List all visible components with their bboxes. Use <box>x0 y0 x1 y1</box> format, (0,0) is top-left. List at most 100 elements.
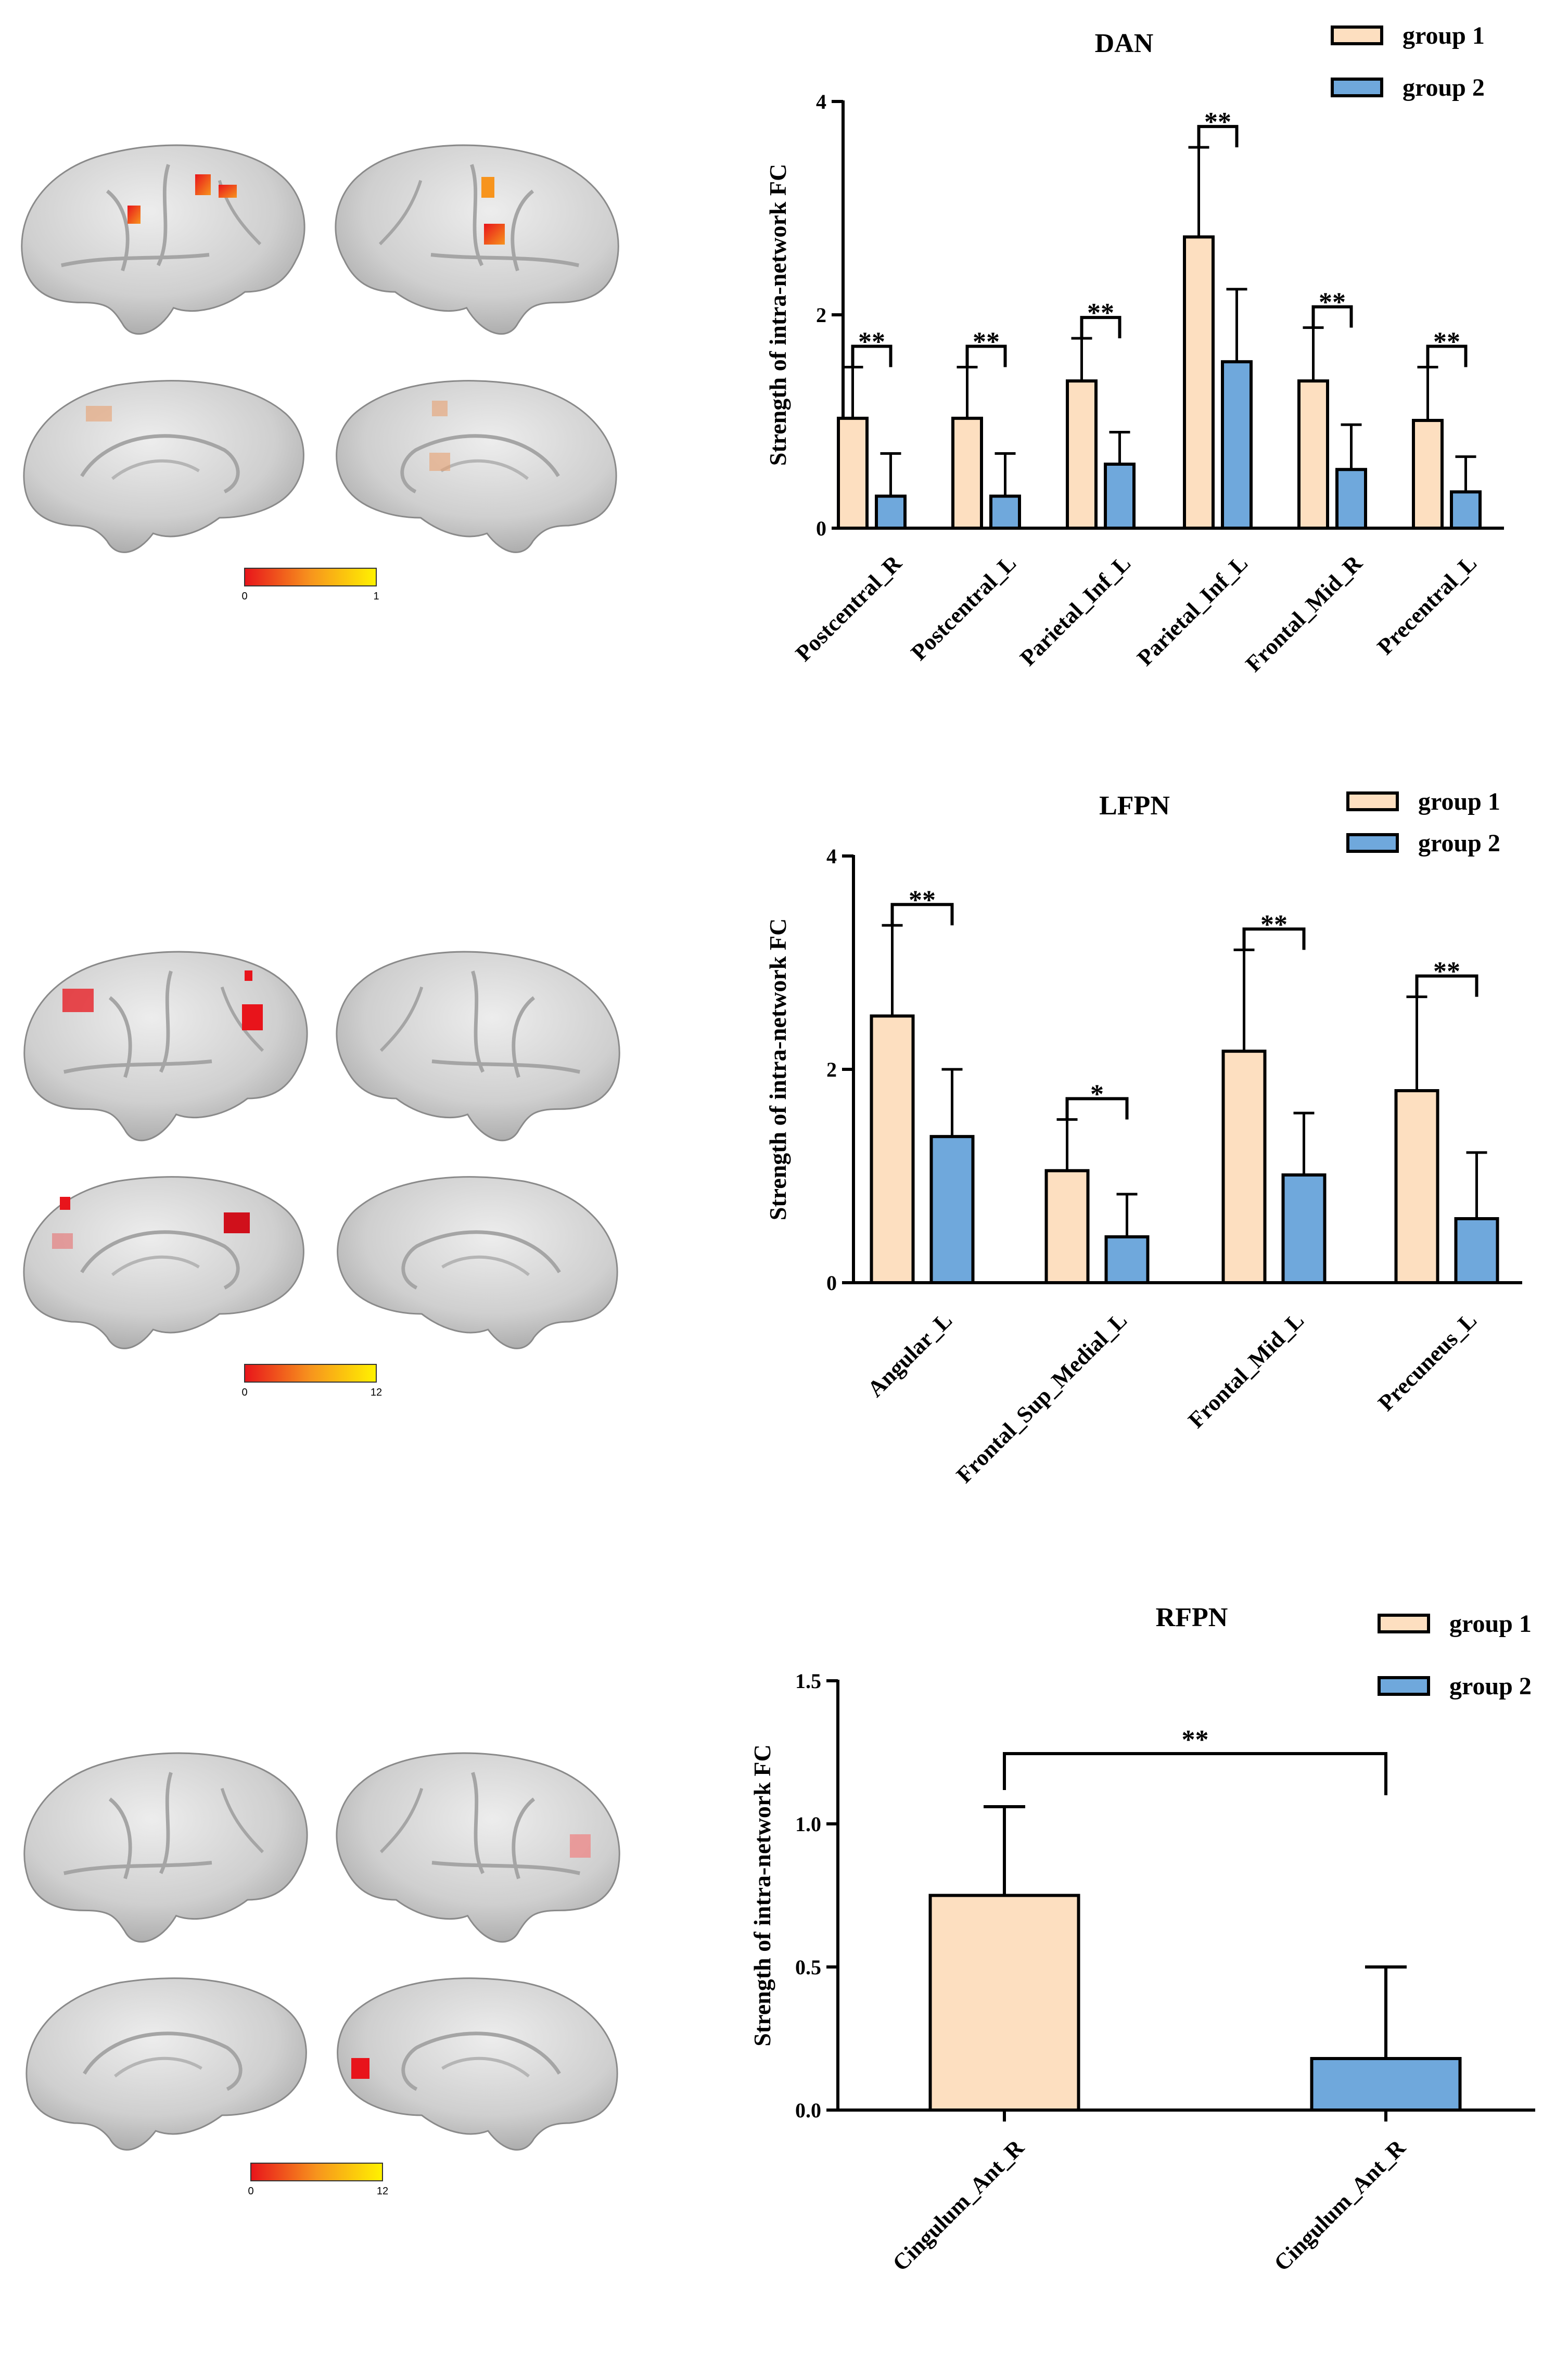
bar-group1-3 <box>1183 235 1215 530</box>
brain-medial-right-view <box>337 381 617 553</box>
bar-group2 <box>1310 2057 1462 2112</box>
activation-blob <box>62 989 94 1012</box>
legend-label-2: group 2 <box>1418 829 1500 857</box>
chart-title: LFPN <box>1099 791 1170 821</box>
y-tick-label: 0 <box>816 517 826 540</box>
bar-group2-0 <box>875 494 907 530</box>
significance-label: ** <box>1433 327 1460 356</box>
significance-bracket <box>1080 316 1121 339</box>
activation-blob <box>128 206 141 224</box>
bar-group2-4 <box>1335 468 1367 530</box>
legend-swatch-1 <box>1378 1614 1430 1633</box>
chart-title: DAN <box>1095 29 1154 58</box>
significance-label: ** <box>1433 957 1460 987</box>
legend-label-2: group 2 <box>1449 1672 1532 1700</box>
brain-panel-3: 0 12 <box>24 1753 619 2197</box>
significance-label: ** <box>909 885 936 915</box>
brain-lateral-left-view <box>24 952 307 1141</box>
y-tick-label: 1.5 <box>795 1669 821 1693</box>
chart-title: RFPN <box>1156 1603 1228 1632</box>
significance-label: ** <box>1087 298 1114 328</box>
significance-label: * <box>1090 1079 1104 1109</box>
bar-group1-3 <box>1394 1089 1439 1284</box>
bar-group1-4 <box>1297 379 1329 530</box>
significance-bracket <box>851 344 893 367</box>
legend-swatch-1 <box>1331 25 1383 45</box>
legend-swatch-2 <box>1346 833 1399 853</box>
colorbar-max-label: 12 <box>377 2186 388 2197</box>
significance-label: ** <box>1182 1725 1209 1755</box>
legend-swatch-2 <box>1331 78 1383 97</box>
bar-group2-5 <box>1450 490 1482 530</box>
activation-blob <box>481 177 494 198</box>
legend-label-1: group 1 <box>1449 1610 1532 1638</box>
significance-label: ** <box>1260 910 1287 939</box>
y-axis-label: Strength of intra-network FC <box>749 1744 775 2046</box>
y-tick-label: 2 <box>816 303 826 327</box>
brain-lateral-right-view <box>337 952 619 1141</box>
y-tick-label: 0.5 <box>795 1956 821 1979</box>
category-label: Postcentral_R <box>791 550 907 667</box>
bar-group1-0 <box>837 416 869 530</box>
brain-medial-right-view <box>338 1177 618 1349</box>
activation-blob <box>242 1004 263 1030</box>
legend-label-1: group 1 <box>1403 22 1485 49</box>
bar-group1-0 <box>870 1014 915 1284</box>
significance-bracket <box>890 903 954 926</box>
colorbar-min-label: 0 <box>248 2186 253 2197</box>
legend-label-1: group 1 <box>1418 788 1500 815</box>
activation-blob <box>484 224 505 245</box>
bar-group2-3 <box>1221 360 1253 530</box>
category-label: Frontal_Sup_Medial_L <box>951 1307 1132 1488</box>
brain-medial-right-view <box>338 1978 618 2150</box>
category-label: Postcentral_L <box>906 550 1021 665</box>
bar-group1-1 <box>951 416 983 530</box>
significance-bracket <box>1197 125 1239 148</box>
bar-group1-1 <box>1044 1169 1090 1284</box>
brain-lateral-left-view <box>24 1753 307 1942</box>
category-label: Precentral_L <box>1372 550 1482 659</box>
bar-group2-1 <box>989 494 1021 530</box>
category-label: Parietal_Inf_L <box>1015 550 1136 671</box>
activation-blob <box>570 1834 591 1858</box>
category-label: Frontal_Mid_L <box>1183 1307 1309 1433</box>
bar-group2-0 <box>929 1135 975 1284</box>
bar-group2-2 <box>1281 1173 1327 1284</box>
colorbar <box>250 2163 383 2181</box>
chart-rfpn: RFPN group 1 group 2 0.0 0.5 1.0 1.5 Strength o… <box>749 1603 1535 2276</box>
activation-blob <box>52 1233 73 1249</box>
bar-group2-2 <box>1104 463 1136 530</box>
bar-group2-3 <box>1454 1217 1499 1284</box>
brain-panel-1: 0 1 <box>22 145 618 602</box>
y-tick-label: 4 <box>826 845 837 868</box>
brain-medial-left-view <box>27 1978 307 2150</box>
bar-group2-1 <box>1104 1235 1150 1285</box>
brain-panel-2: 0 12 <box>24 952 619 1398</box>
activation-blob <box>429 453 450 471</box>
activation-blob <box>224 1212 250 1233</box>
y-tick-label: 0.0 <box>795 2099 821 2122</box>
bar-group1-5 <box>1412 418 1444 530</box>
colorbar <box>244 1364 377 1383</box>
y-axis-label: Strength of intra-network FC <box>764 918 791 1220</box>
bar-group1-2 <box>1066 379 1098 530</box>
colorbar-min-label: 0 <box>241 591 247 602</box>
activation-blob <box>195 174 211 195</box>
significance-bracket <box>1426 344 1468 367</box>
significance-bracket <box>1003 1752 1387 1795</box>
significance-label: ** <box>1204 107 1231 137</box>
brain-medial-left-view <box>24 381 304 553</box>
significance-label: ** <box>1319 288 1346 317</box>
y-tick-label: 1.0 <box>795 1812 821 1836</box>
y-tick-label: 2 <box>826 1058 837 1081</box>
category-label: Parietal_Inf_L <box>1132 550 1253 671</box>
colorbar-max-label: 1 <box>373 591 379 602</box>
brain-lateral-right-view <box>336 145 618 334</box>
category-label: Angular_L <box>862 1307 957 1402</box>
category-label: Cingulum_Ant_R <box>888 2135 1029 2276</box>
y-axis-label: Strength of intra-network FC <box>764 164 791 466</box>
colorbar-min-label: 0 <box>241 1387 247 1398</box>
bar-group1 <box>928 1894 1080 2112</box>
colorbar <box>244 568 377 586</box>
significance-label: ** <box>973 327 1000 356</box>
